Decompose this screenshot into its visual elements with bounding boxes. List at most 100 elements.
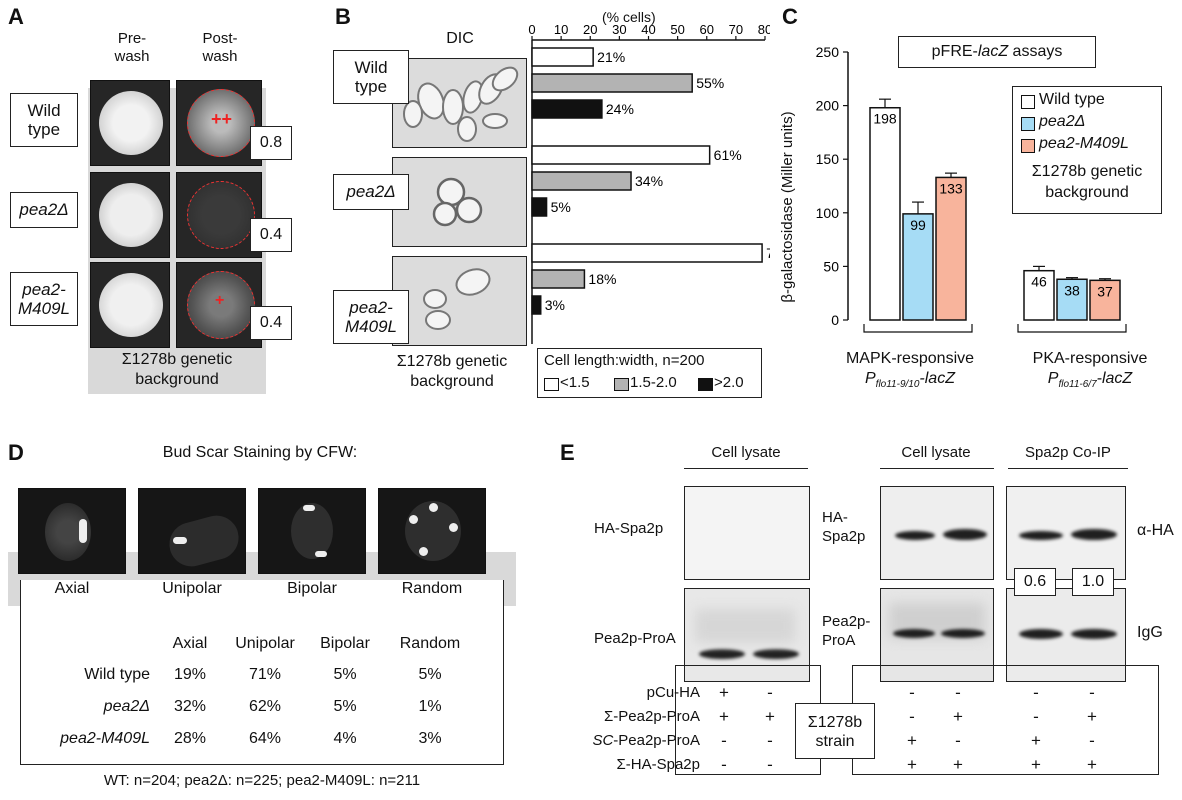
x-tick-label: 80 [758,24,770,37]
legend-label-gt2: >2.0 [714,374,744,391]
panel-b-row-label-pea2d: pea2Δ [346,182,396,201]
table-cell: 5% [333,698,357,715]
right-row2-label: IgG [1137,624,1163,641]
bar-1-2 [1089,279,1121,321]
table-cell: 62% [248,698,282,715]
panel-b-background-label: Σ1278b genetic background [396,353,508,390]
header-cell-lysate-right: Cell lysate [901,444,971,461]
blot-lysate-ha-mid [880,486,994,580]
bar-1-1 [531,171,632,191]
pattern-label-bipolar: Bipolar [287,580,337,597]
panel-d-title: Bud Scar Staining by CFW: [162,444,358,461]
colony-image-pea2d-pre [90,172,170,258]
colony-image-wt-pre [90,80,170,166]
table-label-sigma-pea2p-proa: Σ-Pea2p-ProA [604,708,700,725]
x-tick-label: 20 [583,24,597,37]
post-wash-header: Post- wash [202,30,238,65]
panel-d-table-frame [20,580,504,765]
right-sign: - [1033,707,1039,726]
bar-1-2 [531,197,548,217]
panel-b-legend: Cell length:width, n=200 <1.5 1.5-2.0 >2… [537,348,762,398]
bar-value-label: 37 [1097,283,1113,299]
legend-swatch-wild-type [1021,95,1035,109]
blot-lysate-proa-mid [880,588,994,682]
table-cell: 28% [173,730,207,747]
panel-b-row-label-box-wt: Wild type [333,50,409,104]
value-box-wt: 0.8 [250,126,292,160]
strain-box: Σ1278b strain [795,703,875,759]
bar-value-label: 5% [551,199,571,215]
mid-row2-label: Pea2p- ProA [822,613,871,649]
mid-sign: - [909,707,915,726]
group-bracket [863,324,973,333]
panel-d-footnote: WT: n=204; pea2Δ: n=225; pea2-M409L: n=2… [103,772,421,789]
right-sign: + [1031,731,1041,750]
group-bracket [1017,324,1127,333]
dic-image-m409l [392,256,527,346]
bar-0-0 [869,106,901,321]
legend-swatch-m409l [1021,139,1035,153]
bar-value-label: 18% [588,271,616,287]
table-row-strain-m409l: pea2-M409L [60,730,150,747]
left-sign: - [721,755,727,774]
bar-value-label: 198 [873,111,897,127]
row-label-wt: Wild type [27,101,61,139]
panel-b-bar-chart: 0 10 20 30 40 50 60 70 80 21% 55% 24% 61% 34% 5% 79% 18… [528,24,770,344]
left-sign: - [767,683,773,702]
table-header-bipolar: Bipolar [320,635,370,652]
panel-b-axis-label: (% cells) [602,9,656,25]
mid-sign: - [955,731,961,750]
table-label-sigma-ha-spa2p: Σ-HA-Spa2p [616,756,700,773]
colony-image-pea2d-post [176,172,262,258]
x-tick-label: 0 [528,24,535,37]
value-m409l: 0.4 [259,314,283,331]
row-label-box-wt: Wild type [10,93,78,147]
table-cell: 19% [173,666,207,683]
blot-coip-igg [1006,588,1126,682]
bar-value-label: 21% [597,49,625,65]
pattern-label-axial: Axial [54,580,90,597]
header-coip: Spa2p Co-IP [1025,444,1111,461]
row-label-box-m409l: pea2- M409L [10,272,78,326]
panel-c-ylabel-wrap: β-galactosidase (Miller units) [778,62,798,352]
dic-header: DIC [446,30,474,47]
bar-1-0 [531,145,711,165]
panel-c-title: pFRE-lacZ assays [931,43,1063,60]
value-pea2d: 0.4 [259,226,283,243]
budscar-bipolar-image [258,488,366,574]
bar-0-2 [935,176,967,321]
header-cell-lysate-left: Cell lysate [711,444,781,461]
left-sign: + [719,707,729,726]
x-tick-label: 70 [729,24,743,37]
ratio-box-1: 0.6 [1014,568,1056,596]
right-sign: - [1033,683,1039,702]
row-label-m409l: pea2- M409L [18,280,70,318]
table-cell: 4% [333,730,357,747]
colony-image-wt-post: ++ [176,80,262,166]
right-sign: - [1089,683,1095,702]
panel-c-title-box: pFRE-lacZ assays [898,36,1096,68]
dic-image-pea2d [392,157,527,247]
table-cell: 5% [333,666,357,683]
table-cell: 3% [418,730,442,747]
header-underline-left [684,468,808,469]
row-label-box-pea2d: pea2Δ [10,192,78,228]
mid-sign: - [909,683,915,702]
bar-value-label: 61% [714,147,742,163]
left-sign: - [767,731,773,750]
ratio-value-1: 0.6 [1023,573,1047,590]
row-label-pea2d: pea2Δ [19,200,69,219]
left-sign: - [721,731,727,750]
table-cell: 1% [418,698,442,715]
legend-swatch-mid [614,378,629,391]
panel-c-legend: Wild type pea2Δ pea2-M409L Σ1278b geneti… [1012,86,1162,214]
bar-value-label: 79% [766,245,770,261]
table-label-pcu-ha: pCu-HA [646,684,700,701]
legend-title: Cell length:width, n=200 [544,352,705,369]
group-label-pka: PKA-responsive [1032,350,1148,367]
legend-swatch-pea2d [1021,117,1035,131]
y-tick-label: 150 [816,151,840,167]
bar-value-label: 3% [545,297,565,313]
panel-d-letter: D [8,440,24,465]
header-underline-right [1008,468,1128,469]
